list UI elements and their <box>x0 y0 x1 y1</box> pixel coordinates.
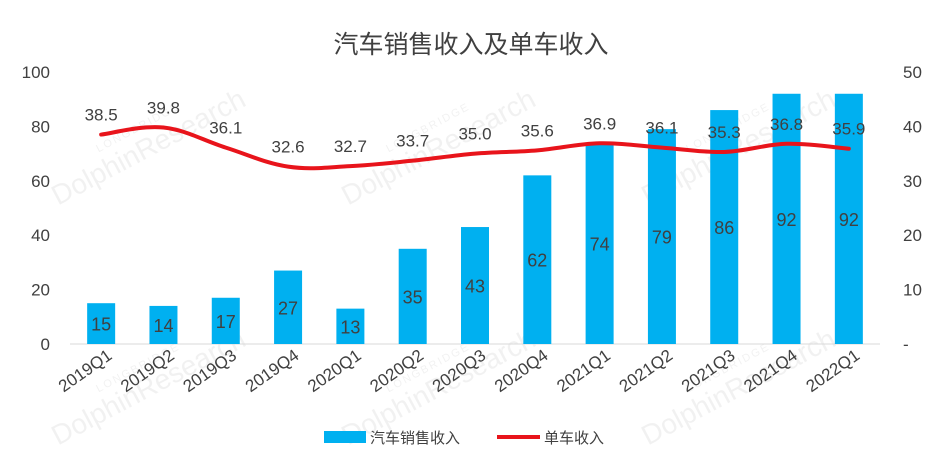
bar-2021Q3 <box>710 110 739 344</box>
chart-title: 汽车销售收入及单车收入 <box>333 31 608 59</box>
right-y-axis: - 10 20 30 40 50 <box>903 63 922 354</box>
right-axis-tick-label: 10 <box>903 281 922 300</box>
bar-2020Q3 <box>461 227 489 344</box>
line-value-label: 36.8 <box>770 115 803 134</box>
bar-value-label: 92 <box>777 210 797 230</box>
line-value-label: 38.5 <box>85 106 118 125</box>
line-value-label: 36.1 <box>209 119 242 138</box>
bar-value-label: 86 <box>714 218 734 238</box>
bar-value-label: 92 <box>839 210 859 230</box>
right-axis-tick-label: 20 <box>903 226 922 245</box>
right-axis-tick-label: - <box>903 335 909 354</box>
line-value-label: 35.0 <box>458 125 491 144</box>
bar-value-label: 35 <box>403 287 423 307</box>
bar-2022Q1 <box>834 93 863 344</box>
bar-2019Q3 <box>211 297 240 344</box>
left-axis-tick-label: 80 <box>31 117 50 136</box>
left-axis-tick-label: 40 <box>31 226 50 245</box>
line-value-label: 35.6 <box>521 121 554 140</box>
left-axis-tick-label: 100 <box>22 63 50 82</box>
bar-2019Q4 <box>274 270 303 344</box>
bar-value-label: 15 <box>91 315 111 335</box>
left-axis-tick-label: 20 <box>31 281 50 300</box>
line-value-label: 36.9 <box>583 114 616 133</box>
line-value-label: 35.3 <box>708 123 741 142</box>
bar-value-label: 79 <box>652 228 672 248</box>
bar-2020Q1 <box>336 308 365 344</box>
left-y-axis: 0 20 40 60 80 100 <box>22 63 50 354</box>
line-value-label: 39.8 <box>147 98 180 117</box>
line-value-label: 32.6 <box>272 138 305 157</box>
bar-value-label: 13 <box>340 317 360 337</box>
legend-swatch-bar <box>324 431 366 443</box>
bar-2019Q2 <box>149 305 178 344</box>
legend: 汽车销售收入 单车收入 <box>324 430 604 447</box>
bar-value-label: 27 <box>278 298 298 318</box>
bar-value-label: 43 <box>465 277 485 297</box>
bar-value-label: 74 <box>590 234 610 254</box>
x-tick-label: 2019Q4 <box>242 346 302 396</box>
line-data-labels: 38.5 39.8 36.1 32.6 32.7 33.7 35.0 35.6 36.9 36.1… <box>85 98 866 156</box>
line-value-label: 33.7 <box>396 132 429 151</box>
right-axis-tick-label: 30 <box>903 172 922 191</box>
left-axis-tick-label: 60 <box>31 172 50 191</box>
line-path <box>99 125 851 171</box>
right-axis-tick-label: 50 <box>903 63 922 82</box>
bar-value-label: 17 <box>216 312 236 332</box>
left-axis-tick-label: 0 <box>41 335 50 354</box>
x-tick-label: 2020Q1 <box>304 346 364 396</box>
bar-data-labels: 15 14 17 27 13 35 43 62 74 79 86 92 92 <box>91 210 859 337</box>
line-value-label: 32.7 <box>334 137 367 156</box>
x-tick-label: 2021Q1 <box>553 346 613 396</box>
bar-2021Q4 <box>772 93 801 344</box>
bar-2019Q1 <box>87 303 116 344</box>
bar-value-label: 62 <box>527 251 547 271</box>
line-series <box>99 125 851 171</box>
bar-series <box>87 93 863 344</box>
bar-value-label: 14 <box>153 316 173 336</box>
bar-2021Q1 <box>585 142 614 344</box>
bar-2020Q4 <box>523 175 552 344</box>
right-axis-tick-label: 40 <box>903 117 922 136</box>
bar-2020Q2 <box>398 248 427 344</box>
legend-label-bar: 汽车销售收入 <box>370 430 460 447</box>
line-value-label: 35.9 <box>832 120 865 139</box>
line-value-label: 36.1 <box>645 119 678 138</box>
bar-2021Q2 <box>647 129 676 344</box>
x-tick-label: 2021Q2 <box>616 346 676 396</box>
legend-label-line: 单车收入 <box>544 430 604 447</box>
